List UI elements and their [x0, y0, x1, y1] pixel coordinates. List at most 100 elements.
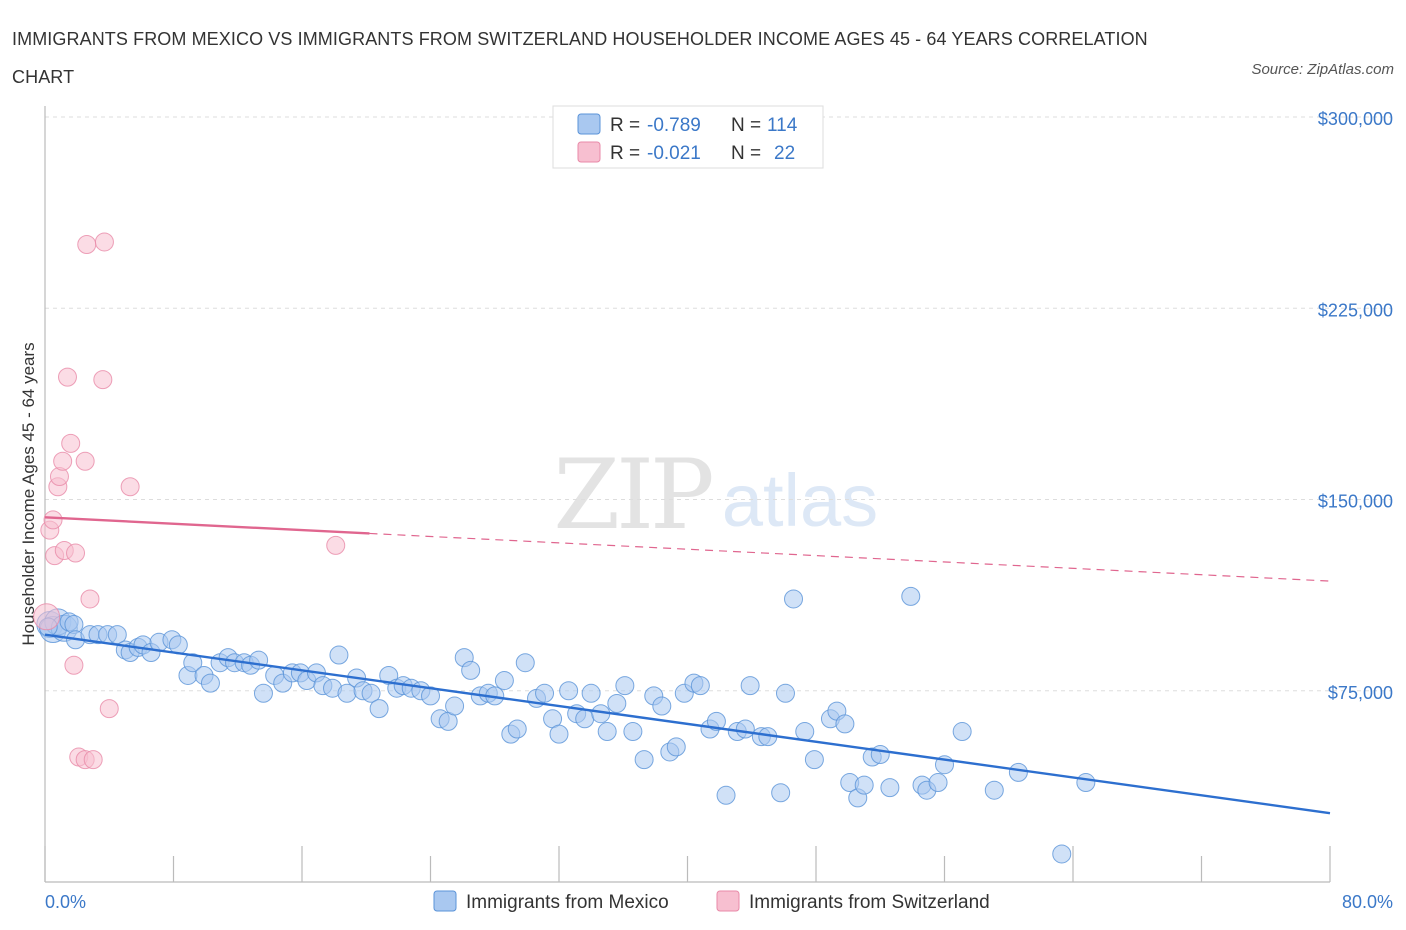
mexico-point: [507, 719, 527, 739]
legend-r-value-mexico: -0.789: [647, 115, 701, 136]
legend-r-value-swiss: -0.021: [647, 143, 701, 164]
legend-r-label-mexico: R =: [610, 115, 640, 136]
swiss-point: [120, 477, 140, 497]
mexico-point: [607, 694, 627, 713]
mexico-point: [928, 773, 948, 793]
mexico-point: [623, 722, 643, 742]
mexico-point: [249, 650, 269, 670]
bottom-legend-label-mexico: Immigrants from Mexico: [466, 892, 669, 913]
bottom-legend: Immigrants from Mexico Immigrants from S…: [433, 890, 990, 913]
swiss-point: [326, 535, 346, 555]
y-tick-label-150000: $150,000: [1318, 492, 1393, 512]
swiss-point: [77, 235, 97, 254]
mexico-point: [775, 683, 795, 703]
swiss-point: [83, 750, 103, 770]
mexico-point: [183, 653, 203, 673]
mexico-point: [880, 778, 900, 798]
swiss-point: [33, 603, 61, 631]
mexico-point: [740, 676, 760, 696]
y-tick-label-300000: $300,000: [1318, 109, 1393, 129]
mexico-point: [634, 750, 654, 770]
series-mexico-points: [36, 586, 1096, 864]
swiss-point: [99, 699, 119, 719]
mexico-point: [835, 714, 855, 734]
mexico-point: [515, 653, 535, 673]
mexico-point: [369, 699, 389, 719]
mexico-point: [984, 780, 1004, 800]
mexico-point: [1008, 762, 1028, 782]
x-tick-label-80: 80.0%: [1342, 892, 1393, 912]
legend-n-value-mexico: 114: [767, 115, 798, 136]
swiss-point: [75, 451, 95, 471]
mexico-point: [200, 673, 220, 693]
swiss-point: [80, 589, 100, 609]
legend-r-label-swiss: R =: [610, 143, 640, 164]
swiss-point: [64, 655, 84, 675]
swiss-point: [49, 467, 69, 487]
watermark-zip: ZIP: [553, 439, 712, 551]
mexico-point: [901, 586, 921, 606]
legend-box: R = -0.789 N = 114 R = -0.021 N = 22: [552, 105, 824, 169]
legend-n-value-swiss: 22: [774, 143, 795, 164]
chart-source: Source: ZipAtlas.com: [1251, 61, 1394, 78]
mexico-point: [445, 696, 465, 716]
y-tick-label-225000: $225,000: [1318, 300, 1393, 320]
legend-n-label-mexico: N =: [731, 115, 761, 136]
y-tick-labels: $75,000 $150,000 $225,000 $300,000: [1318, 109, 1393, 703]
mexico-point: [771, 783, 791, 803]
bottom-legend-swatch-mexico: [433, 890, 457, 912]
swiss-point: [43, 510, 63, 530]
swiss-point: [66, 543, 86, 563]
mexico-point: [706, 711, 726, 731]
mexico-point: [581, 683, 601, 703]
mexico-point: [575, 709, 595, 729]
mexico-point: [337, 683, 357, 703]
mexico-point: [549, 724, 569, 744]
trend-lines: [44, 516, 1331, 815]
mexico-point: [535, 683, 555, 703]
chart-title: IMMIGRANTS FROM MEXICO VS IMMIGRANTS FRO…: [12, 29, 1148, 87]
legend-swatch-swiss: [577, 141, 601, 163]
mexico-point: [1076, 773, 1096, 793]
mexico-point: [421, 686, 440, 706]
mexico-point: [461, 660, 481, 680]
mexico-point: [795, 722, 815, 742]
mexico-point: [597, 722, 617, 742]
x-axis-ticks: [44, 846, 1331, 882]
trend-line-swiss-solid: [44, 516, 370, 535]
swiss-point: [53, 451, 73, 471]
trend-line-mexico: [44, 633, 1331, 815]
watermark-atlas: atlas: [722, 459, 878, 542]
mexico-point: [559, 681, 579, 701]
mexico-point: [952, 722, 972, 742]
mexico-point: [1052, 844, 1072, 864]
bottom-legend-label-swiss: Immigrants from Switzerland: [749, 892, 990, 913]
swiss-point: [61, 433, 81, 453]
mexico-point: [615, 676, 635, 696]
swiss-point: [93, 370, 113, 390]
mexico-point: [652, 696, 672, 716]
mexico-point: [784, 589, 804, 609]
mexico-point: [804, 750, 824, 770]
legend-swatch-mexico: [577, 113, 601, 135]
swiss-point: [94, 232, 114, 252]
mexico-point: [666, 737, 686, 757]
mexico-point: [854, 775, 874, 795]
trend-line-swiss-dashed: [369, 532, 1331, 582]
bottom-legend-swatch-swiss: [716, 890, 740, 912]
mexico-point: [494, 671, 514, 691]
mexico-point: [735, 719, 755, 739]
series-swiss-points: [33, 232, 346, 770]
mexico-point: [716, 785, 736, 805]
swiss-point: [57, 367, 77, 387]
mexico-point: [870, 745, 890, 764]
y-axis-label: Householder Income Ages 45 - 64 years: [19, 342, 38, 645]
mexico-point: [253, 683, 273, 703]
mexico-point: [690, 676, 710, 696]
legend-n-label-swiss: N =: [731, 143, 761, 164]
y-tick-label-75000: $75,000: [1328, 683, 1393, 703]
mexico-point: [329, 645, 349, 665]
mexico-point: [361, 683, 381, 703]
